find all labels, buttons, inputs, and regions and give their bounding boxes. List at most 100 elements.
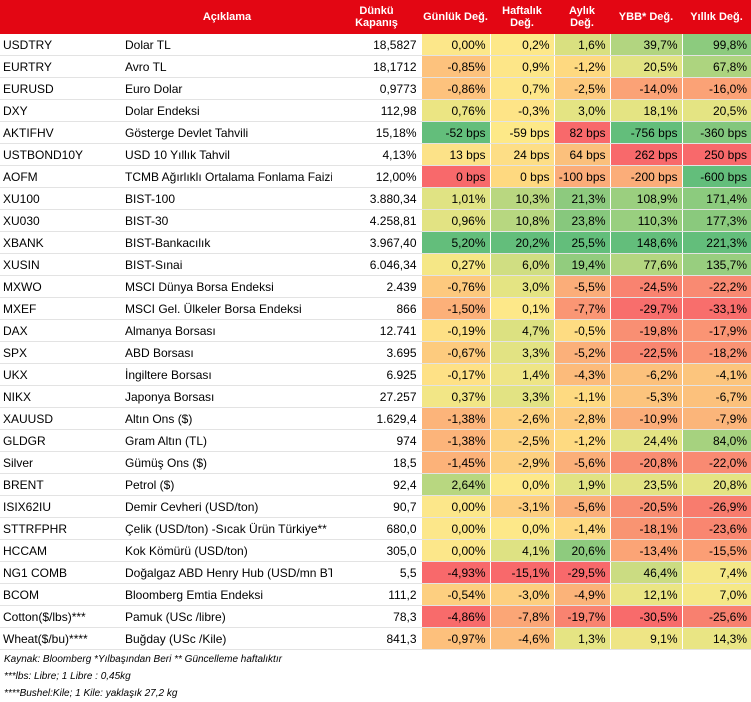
instrument-description: BIST-100 bbox=[122, 187, 332, 210]
header-description: Açıklama bbox=[122, 0, 332, 34]
close-value: 18,1712 bbox=[332, 55, 421, 78]
instrument-description: Japonya Borsası bbox=[122, 385, 332, 408]
monthly-change: -5,2% bbox=[553, 341, 610, 364]
instrument-description: Gösterge Devlet Tahvili bbox=[122, 121, 332, 144]
weekly-change: 20,2% bbox=[489, 231, 554, 254]
daily-change: -4,86% bbox=[420, 605, 490, 628]
ytd-change: 262 bps bbox=[609, 143, 682, 166]
ytd-change: -13,4% bbox=[609, 539, 682, 562]
yearly-change: -4,1% bbox=[681, 363, 751, 386]
table-row: XUSIN BIST-Sınai 6.046,34 0,27% 6,0% 19,4% 77,… bbox=[0, 253, 751, 276]
table-row: NIKX Japonya Borsası 27.257 0,37% 3,3% -1,1% -… bbox=[0, 385, 751, 408]
close-value: 866 bbox=[332, 297, 421, 320]
ytd-change: 39,7% bbox=[609, 34, 682, 56]
monthly-change: 64 bps bbox=[553, 143, 610, 166]
instrument-description: Kok Kömürü (USD/ton) bbox=[122, 539, 332, 562]
daily-change: -0,76% bbox=[420, 275, 490, 298]
weekly-change: 0,0% bbox=[489, 473, 554, 496]
close-value: 2.439 bbox=[332, 275, 421, 298]
footnote-source: Kaynak: Bloomberg *Yılbaşından Beri ** G… bbox=[4, 654, 282, 665]
ytd-change: -5,3% bbox=[609, 385, 682, 408]
table-row: SPX ABD Borsası 3.695 -0,67% 3,3% -5,2% -22,5%… bbox=[0, 341, 751, 364]
instrument-description: Avro TL bbox=[122, 55, 332, 78]
weekly-change: -2,5% bbox=[489, 429, 554, 452]
monthly-change: -5,6% bbox=[553, 495, 610, 518]
weekly-change: 0 bps bbox=[489, 165, 554, 188]
monthly-change: -2,5% bbox=[553, 77, 610, 100]
instrument-code: NIKX bbox=[0, 385, 122, 408]
yearly-change: 250 bps bbox=[681, 143, 751, 166]
daily-change: 0,00% bbox=[420, 495, 490, 518]
weekly-change: 0,2% bbox=[489, 34, 554, 56]
instrument-description: Bloomberg Emtia Endeksi bbox=[122, 583, 332, 606]
yearly-change: -26,9% bbox=[681, 495, 751, 518]
daily-change: -0,86% bbox=[420, 77, 490, 100]
close-value: 3.880,34 bbox=[332, 187, 421, 210]
instrument-code: MXWO bbox=[0, 275, 122, 298]
yearly-change: -15,5% bbox=[681, 539, 751, 562]
yearly-change: -25,6% bbox=[681, 605, 751, 628]
close-value: 12,00% bbox=[332, 165, 421, 188]
weekly-change: 6,0% bbox=[489, 253, 554, 276]
monthly-change: -5,5% bbox=[553, 275, 610, 298]
close-value: 12.741 bbox=[332, 319, 421, 342]
ytd-change: -14,0% bbox=[609, 77, 682, 100]
weekly-change: 24 bps bbox=[489, 143, 554, 166]
instrument-code: DXY bbox=[0, 99, 122, 122]
instrument-code: USDTRY bbox=[0, 34, 122, 56]
yearly-change: 177,3% bbox=[681, 209, 751, 232]
monthly-change: -100 bps bbox=[553, 165, 610, 188]
yearly-change: -22,0% bbox=[681, 451, 751, 474]
ytd-change: 24,4% bbox=[609, 429, 682, 452]
table-row: DXY Dolar Endeksi 112,98 0,76% -0,3% 3,0% 18,1… bbox=[0, 99, 751, 122]
monthly-change: -29,5% bbox=[553, 561, 610, 584]
yearly-change: 14,3% bbox=[681, 627, 751, 650]
header-code bbox=[0, 0, 122, 34]
weekly-change: 4,7% bbox=[489, 319, 554, 342]
ytd-change: 23,5% bbox=[609, 473, 682, 496]
footnotes: Kaynak: Bloomberg *Yılbaşından Beri ** G… bbox=[0, 651, 751, 702]
close-value: 6.925 bbox=[332, 363, 421, 386]
daily-change: 0,76% bbox=[420, 99, 490, 122]
close-value: 111,2 bbox=[332, 583, 421, 606]
close-value: 841,3 bbox=[332, 627, 421, 650]
instrument-description: Doğalgaz ABD Henry Hub (USD/mn BTU) bbox=[122, 561, 332, 584]
ytd-change: -6,2% bbox=[609, 363, 682, 386]
ytd-change: 12,1% bbox=[609, 583, 682, 606]
instrument-code: UKX bbox=[0, 363, 122, 386]
table-row: MXWO MSCI Dünya Borsa Endeksi 2.439 -0,76% 3… bbox=[0, 275, 751, 298]
table-row: USTBOND10Y USD 10 Yıllık Tahvil 4,13% 13 bp… bbox=[0, 143, 751, 166]
monthly-change: -4,9% bbox=[553, 583, 610, 606]
weekly-change: 10,3% bbox=[489, 187, 554, 210]
instrument-code: Silver bbox=[0, 451, 122, 474]
daily-change: -1,38% bbox=[420, 407, 490, 430]
daily-change: -0,85% bbox=[420, 55, 490, 78]
close-value: 305,0 bbox=[332, 539, 421, 562]
ytd-change: -30,5% bbox=[609, 605, 682, 628]
instrument-description: Çelik (USD/ton) -Sıcak Ürün Türkiye** bbox=[122, 517, 332, 540]
header-ytd: YBB* Değ. bbox=[610, 0, 682, 34]
close-value: 6.046,34 bbox=[332, 253, 421, 276]
close-value: 15,18% bbox=[332, 121, 421, 144]
close-value: 5,5 bbox=[332, 561, 421, 584]
table-row: EURUSD Euro Dolar 0,9773 -0,86% 0,7% -2,5% -14… bbox=[0, 77, 751, 100]
weekly-change: 0,1% bbox=[489, 297, 554, 320]
close-value: 974 bbox=[332, 429, 421, 452]
yearly-change: 171,4% bbox=[681, 187, 751, 210]
instrument-description: Demir Cevheri (USD/ton) bbox=[122, 495, 332, 518]
instrument-code: MXEF bbox=[0, 297, 122, 320]
footnote-bushel: ****Bushel:Kile; 1 Kile: yaklaşık 27,2 k… bbox=[4, 688, 178, 699]
table-row: Cotton($/lbs)*** Pamuk (USc /libre) 78,3 -4… bbox=[0, 605, 751, 628]
header-weekly: Haftalık Değ. bbox=[490, 0, 554, 34]
yearly-change: -7,9% bbox=[681, 407, 751, 430]
ytd-change: -19,8% bbox=[609, 319, 682, 342]
instrument-code: BRENT bbox=[0, 473, 122, 496]
table-row: AOFM TCMB Ağırlıklı Ortalama Fonlama Faiz… bbox=[0, 165, 751, 188]
instrument-description: TCMB Ağırlıklı Ortalama Fonlama Faizi bbox=[122, 165, 332, 188]
table-row: XAUUSD Altın Ons ($) 1.629,4 -1,38% -2,6% -2,… bbox=[0, 407, 751, 430]
instrument-code: XU030 bbox=[0, 209, 122, 232]
table-row: USDTRY Dolar TL 18,5827 0,00% 0,2% 1,6% 39,7% 9… bbox=[0, 34, 751, 56]
header-yearly: Yıllık Değ. bbox=[682, 0, 751, 34]
monthly-change: 21,3% bbox=[553, 187, 610, 210]
monthly-change: -5,6% bbox=[553, 451, 610, 474]
